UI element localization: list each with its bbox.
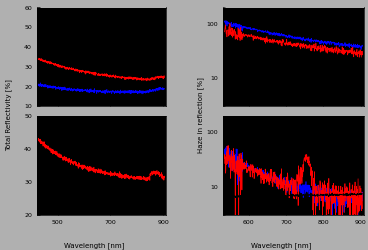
- Text: (d): (d): [336, 122, 352, 131]
- Text: Total Reflectivity [%]: Total Reflectivity [%]: [6, 79, 12, 151]
- Text: (b): (b): [148, 122, 164, 131]
- Text: (c): (c): [336, 14, 351, 22]
- Text: Wavelength [nm]: Wavelength [nm]: [64, 242, 124, 249]
- Text: Haze in reflection [%]: Haze in reflection [%]: [197, 77, 204, 153]
- Text: (a): (a): [148, 14, 163, 22]
- Text: Wavelength [nm]: Wavelength [nm]: [251, 242, 312, 249]
